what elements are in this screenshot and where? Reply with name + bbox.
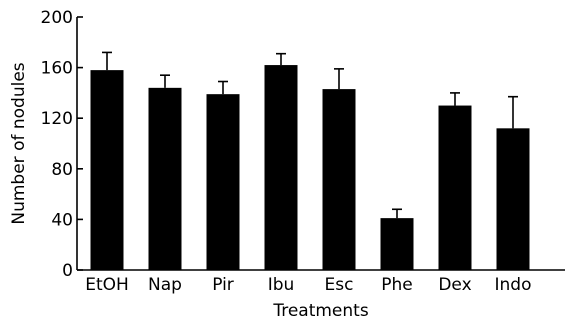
- x-tick-label: Ibu: [268, 275, 295, 295]
- bar-esc: [322, 89, 356, 270]
- bar-ibu: [264, 65, 298, 270]
- y-tick-label: 160: [41, 59, 73, 79]
- x-tick-label: Dex: [438, 275, 471, 295]
- bar-dex: [438, 105, 472, 270]
- y-tick-label: 0: [62, 261, 73, 281]
- x-tick-label: Phe: [381, 275, 413, 295]
- error-bars: [102, 51, 518, 219]
- y-tick-label: 120: [41, 109, 73, 129]
- bar-nap: [148, 87, 182, 270]
- x-tick-label: Pir: [212, 275, 234, 295]
- y-tick-label: 80: [51, 160, 73, 180]
- x-axis-label: Treatments: [272, 301, 369, 321]
- y-tick-label: 40: [51, 210, 73, 230]
- bar-pir: [206, 94, 240, 270]
- bar-phe: [380, 218, 414, 270]
- x-tick-label: Indo: [495, 275, 532, 295]
- x-axis: EtOH Nap Pir Ibu Esc Phe Dex Indo: [77, 264, 565, 295]
- x-tick-label: Nap: [148, 275, 182, 295]
- x-tick-label: EtOH: [85, 275, 129, 295]
- y-axis: 0 40 80 120 160 200: [41, 8, 83, 281]
- x-tick-label: Esc: [325, 275, 354, 295]
- bar-etoh: [90, 70, 124, 270]
- y-axis-label: Number of nodules: [9, 62, 29, 224]
- y-tick-label: 200: [41, 8, 73, 28]
- bars: [90, 65, 530, 270]
- bar-indo: [496, 128, 530, 270]
